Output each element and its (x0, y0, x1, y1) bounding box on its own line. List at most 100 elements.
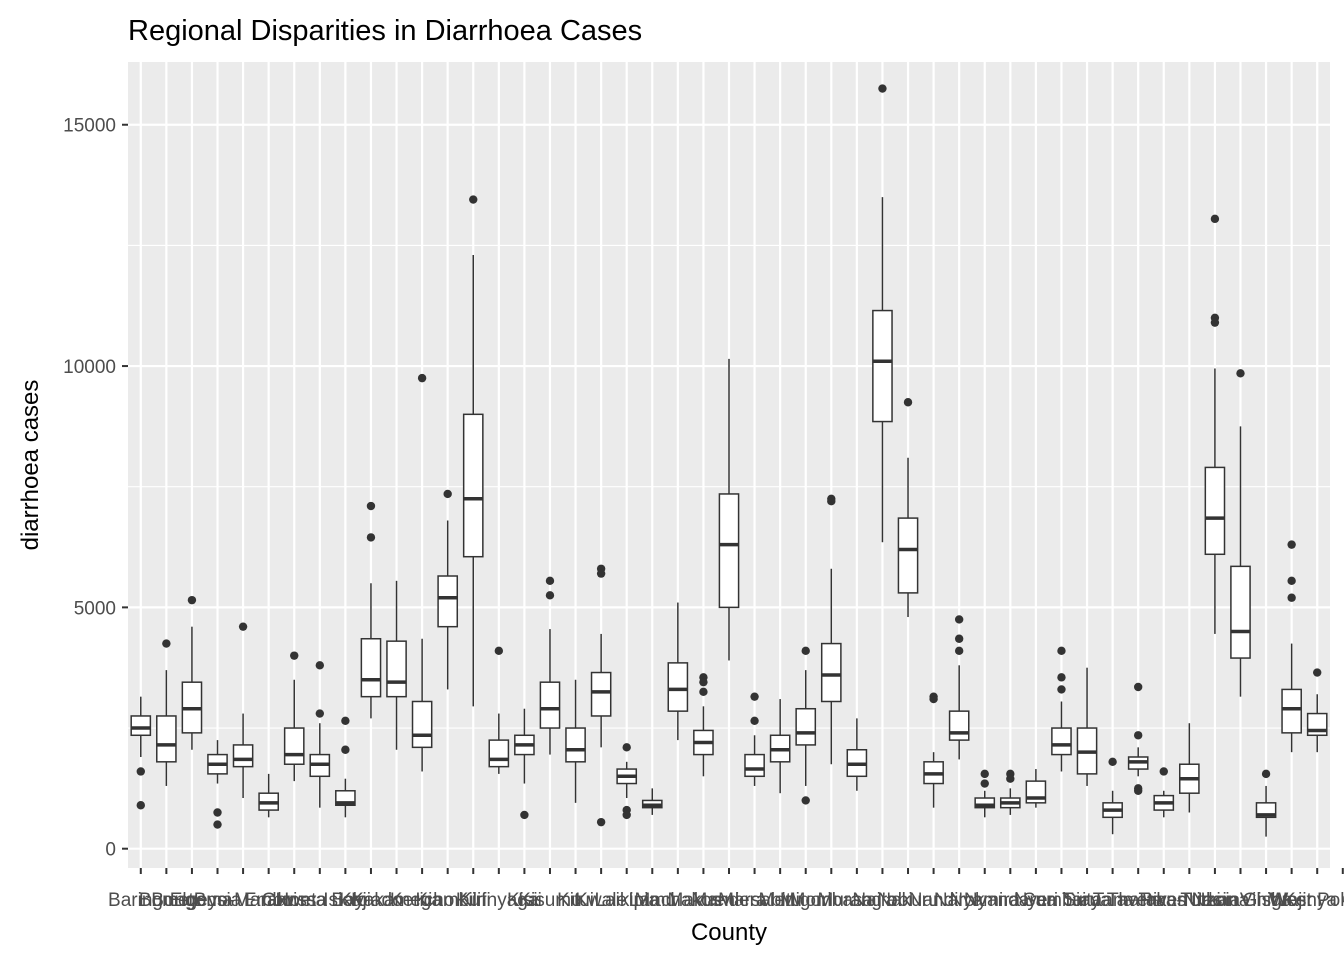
x-tick-label: Vihiga (1240, 890, 1293, 911)
box-47 (1306, 668, 1328, 753)
outlier-point (801, 646, 810, 656)
x-tick-label: Kisii (507, 890, 542, 911)
x-tick-label: Nairobi (852, 890, 912, 911)
box-iqr (1051, 727, 1072, 756)
box-37 (1051, 646, 1072, 772)
outlier-point (1133, 786, 1143, 795)
x-tick-label: Embu (244, 890, 294, 911)
box-iqr (462, 413, 484, 558)
box-38 (1076, 667, 1098, 786)
outlier-point (954, 646, 964, 656)
box-45 (1255, 769, 1277, 837)
box-32 (923, 692, 944, 808)
outlier-point (136, 801, 145, 810)
outlier-point (750, 692, 759, 701)
x-tick-label: Samburu (1023, 890, 1100, 911)
box-5 (232, 622, 254, 799)
x-tick-label: Machakos (635, 890, 722, 911)
box-10 (360, 501, 382, 719)
box-iqr (360, 637, 382, 698)
box-iqr (1230, 565, 1251, 659)
outlier-point (750, 716, 759, 725)
outlier-point (315, 661, 325, 670)
outlier-point (980, 769, 989, 779)
x-axis: BaringoBometBungomaBusiaElgeyo-MarakwetE… (108, 868, 1344, 911)
outlier-point (366, 533, 376, 542)
x-tick-label: Tana River (1093, 890, 1184, 911)
x-tick-label: Nyandarua (964, 890, 1057, 911)
box-35 (999, 769, 1021, 815)
box-series (130, 84, 1328, 837)
box-36 (1025, 769, 1047, 808)
x-tick-label: Murang'a (818, 890, 897, 911)
box-30 (872, 84, 893, 543)
box-22 (667, 602, 689, 741)
y-tick-label: 10000 (63, 357, 116, 378)
box-iqr (386, 640, 407, 698)
box-29 (846, 718, 868, 791)
outlier-point (1287, 540, 1296, 549)
box-23 (693, 673, 714, 777)
outlier-point (469, 195, 478, 204)
box-26 (769, 699, 791, 794)
box-iqr (411, 700, 433, 749)
x-tick-label: Kenya County (1283, 890, 1344, 911)
outlier-point (187, 595, 197, 605)
box-24 (718, 358, 740, 661)
outlier-point (545, 591, 555, 600)
x-tick-label: Nyamira (949, 890, 1020, 911)
outlier-point (494, 646, 504, 656)
box-iqr (795, 707, 817, 746)
outlier-point (980, 779, 989, 788)
outlier-point (1261, 769, 1271, 779)
y-tick-label: 15000 (63, 116, 116, 137)
box-iqr (130, 715, 152, 737)
x-tick-label: Kiambu (415, 890, 479, 911)
box-iqr (565, 727, 586, 763)
box-19 (590, 564, 612, 827)
outlier-point (366, 501, 376, 511)
x-axis-title: County (691, 919, 767, 946)
outlier-point (903, 398, 913, 407)
box-3 (181, 595, 203, 750)
box-iqr (156, 715, 177, 763)
box-1 (130, 696, 152, 810)
x-tick-label: Homa Bay (275, 890, 364, 911)
x-tick-label: Siaya (1063, 890, 1111, 911)
y-tick-label: 0 (105, 840, 116, 861)
outlier-point (1057, 685, 1066, 694)
outlier-point (1108, 757, 1117, 767)
box-iqr (974, 797, 996, 809)
box-17 (539, 576, 561, 755)
x-tick-label: Kajiado (339, 890, 402, 911)
outlier-point (878, 84, 887, 93)
box-43 (1204, 214, 1226, 634)
x-tick-label: Nandi (909, 890, 959, 911)
box-iqr (744, 753, 765, 778)
x-tick-label: Isiolo (323, 890, 367, 911)
outlier-point (1006, 774, 1015, 783)
x-tick-label: Turkana (1180, 890, 1249, 911)
outlier-point (699, 677, 708, 687)
box-4 (207, 740, 228, 829)
x-tick-label: Narok (934, 890, 985, 911)
box-iqr (718, 493, 740, 609)
outlier-point (929, 694, 938, 704)
box-42 (1179, 723, 1200, 813)
y-axis-title: diarrhoea cases (17, 380, 44, 551)
box-iqr (820, 642, 842, 703)
box-7 (283, 651, 305, 782)
box-16 (514, 708, 535, 820)
outlier-point (1287, 593, 1296, 602)
x-tick-label: Kwale (575, 890, 627, 911)
x-tick-label: Kakamega (351, 890, 442, 911)
box-41 (1153, 767, 1175, 818)
box-9 (335, 716, 356, 818)
outlier-point (1057, 646, 1066, 656)
outlier-point (1133, 682, 1143, 692)
box-iqr (872, 309, 893, 423)
x-tick-label: Kisumu (518, 890, 581, 911)
outlier-point (315, 709, 325, 718)
box-iqr (437, 575, 459, 628)
